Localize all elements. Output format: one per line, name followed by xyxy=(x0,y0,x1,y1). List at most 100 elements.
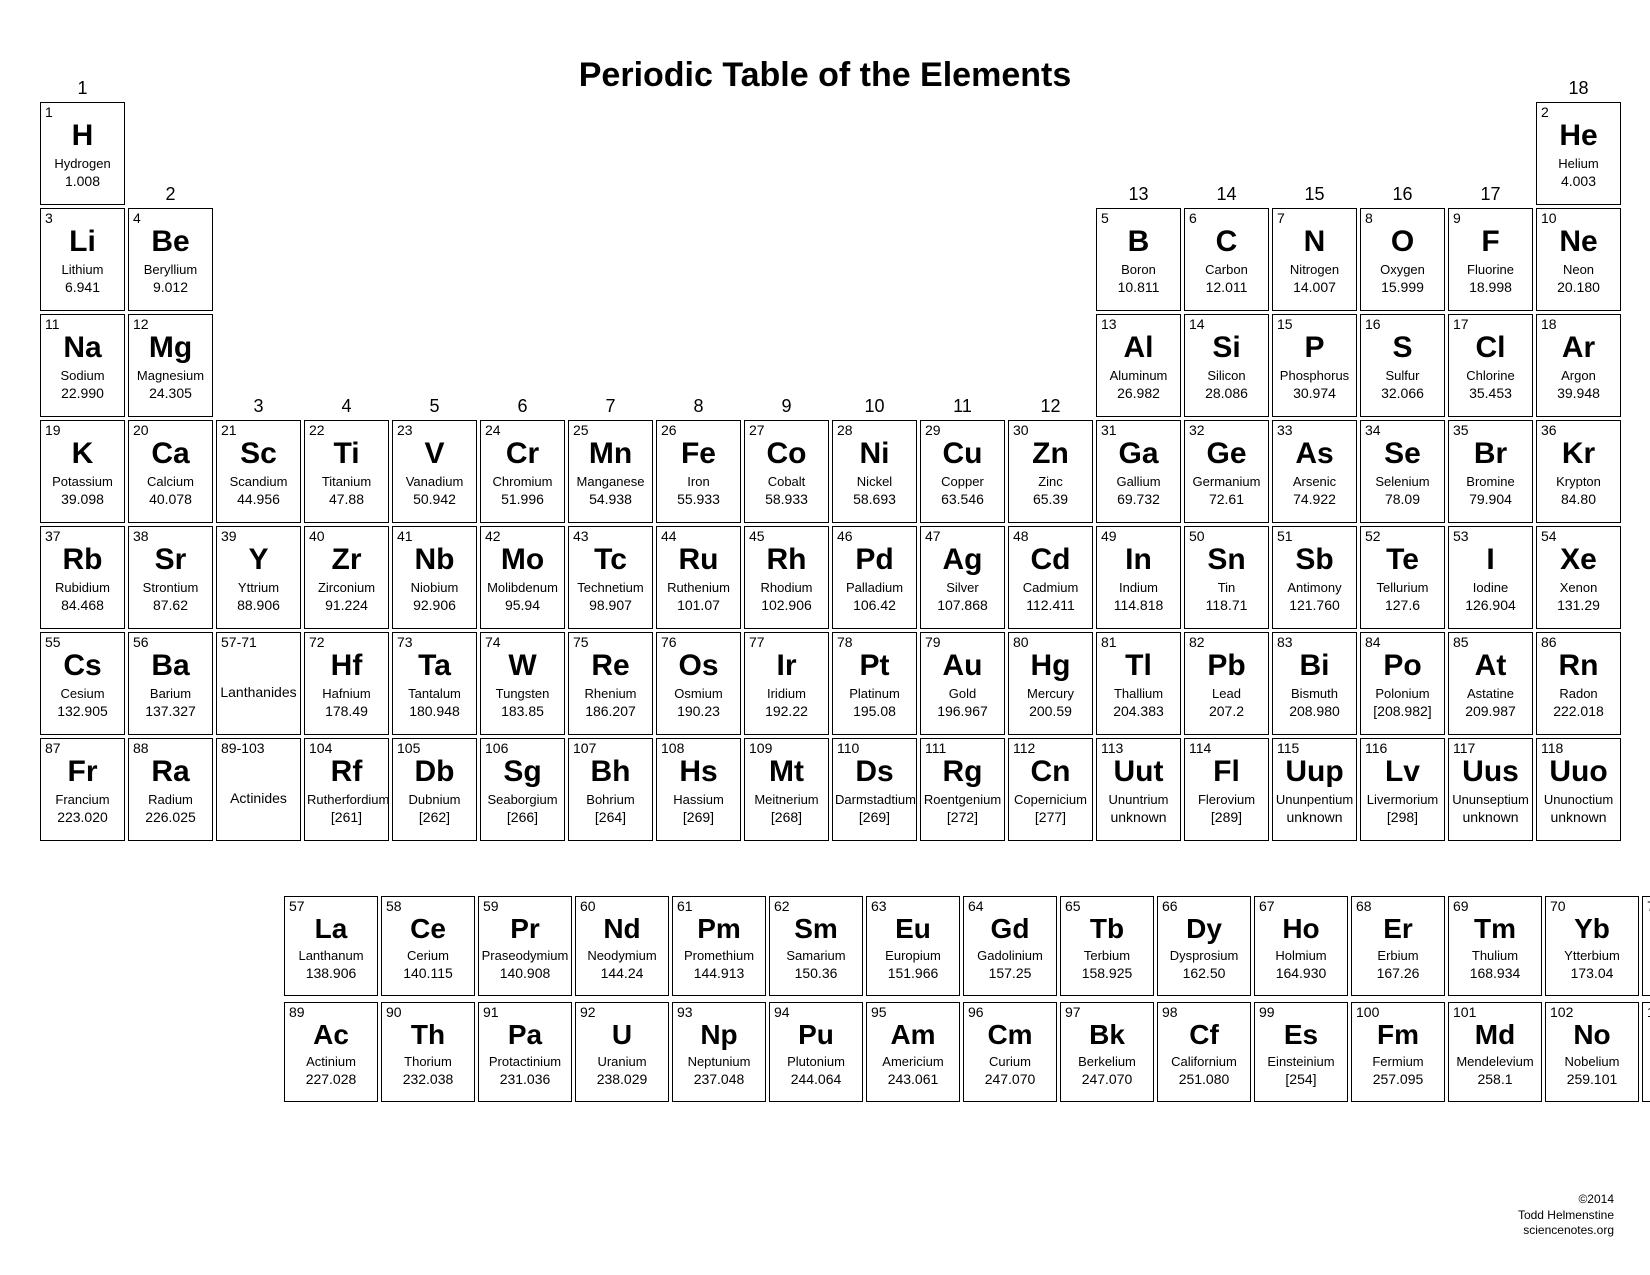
atomic-mass: 79.904 xyxy=(1451,492,1530,506)
element-name: Palladium xyxy=(835,581,914,594)
element-name: Copper xyxy=(923,475,1002,488)
element-name: Tellurium xyxy=(1363,581,1442,594)
element-cell: 69TmThulium168.934 xyxy=(1448,896,1542,996)
group-label: 15 xyxy=(1272,184,1357,205)
element-cell: 90ThThorium232.038 xyxy=(381,1002,475,1102)
element-cell: 47AgSilver107.868 xyxy=(920,526,1005,629)
element-cell: 42MoMolibdenum95.94 xyxy=(480,526,565,629)
atomic-mass: 186.207 xyxy=(571,704,650,718)
atomic-mass: [254] xyxy=(1257,1072,1345,1086)
element-cell: 71LuLutetium174.967 xyxy=(1642,896,1650,996)
atomic-mass: 247.070 xyxy=(1063,1072,1151,1086)
element-symbol: Be xyxy=(131,227,210,257)
element-cell: 48CdCadmium112.411 xyxy=(1008,526,1093,629)
element-name: Astatine xyxy=(1451,687,1530,700)
atomic-number: 25 xyxy=(571,422,650,437)
group-label: 8 xyxy=(656,396,741,417)
element-name: Chlorine xyxy=(1451,369,1530,382)
element-cell: 8OOxygen15.999 xyxy=(1360,208,1445,311)
atomic-mass: 209.987 xyxy=(1451,704,1530,718)
group-label: 3 xyxy=(216,396,301,417)
element-name: Lead xyxy=(1187,687,1266,700)
atomic-mass: 40.078 xyxy=(131,492,210,506)
atomic-number: 37 xyxy=(43,528,122,543)
element-cell: 106SgSeaborgium[266] xyxy=(480,738,565,841)
atomic-number: 11 xyxy=(43,316,122,331)
atomic-number: 71 xyxy=(1645,898,1650,913)
atomic-mass: 54.938 xyxy=(571,492,650,506)
atomic-mass: 91.224 xyxy=(307,598,386,612)
element-symbol: Lr xyxy=(1645,1021,1650,1049)
element-name: Silver xyxy=(923,581,1002,594)
atomic-number: 74 xyxy=(483,634,562,649)
atomic-mass: 164.930 xyxy=(1257,966,1345,980)
element-name: Seaborgium xyxy=(483,793,562,806)
atomic-mass: 24.305 xyxy=(131,386,210,400)
element-cell: 26FeIron55.933 xyxy=(656,420,741,523)
element-cell: 40 Zr Zirconium 91.224 xyxy=(304,526,389,629)
element-cell: 92UUranium238.029 xyxy=(575,1002,669,1102)
element-cell: 98CfCalifornium251.080 xyxy=(1157,1002,1251,1102)
element-name: Zirconium xyxy=(307,581,386,594)
element-symbol: Cr xyxy=(483,439,562,469)
element-name: Ununpentium xyxy=(1275,793,1354,806)
element-cell: 55CsCesium132.905 xyxy=(40,632,125,735)
element-cell: 110DsDarmstadtium[269] xyxy=(832,738,917,841)
atomic-mass: 14.007 xyxy=(1275,280,1354,294)
element-symbol: Cf xyxy=(1160,1021,1248,1049)
element-symbol: Hf xyxy=(307,651,386,681)
element-symbol: Rn xyxy=(1539,651,1618,681)
atomic-number: 75 xyxy=(571,634,650,649)
element-name: Tantalum xyxy=(395,687,474,700)
atomic-mass: 132.905 xyxy=(43,704,122,718)
atomic-number: 90 xyxy=(384,1004,472,1019)
element-name: Actinium xyxy=(287,1055,375,1068)
atomic-mass: 84.80 xyxy=(1539,492,1618,506)
element-symbol: At xyxy=(1451,651,1530,681)
atomic-mass: 6.941 xyxy=(43,280,122,294)
element-name: Ytterbium xyxy=(1548,949,1636,962)
element-cell: 19KPotassium39.098 xyxy=(40,420,125,523)
element-cell: 117UusUnunseptiumunknown xyxy=(1448,738,1533,841)
element-symbol: Al xyxy=(1099,333,1178,363)
element-name: Mercury xyxy=(1011,687,1090,700)
element-cell: 113UutUnuntriumunknown xyxy=(1096,738,1181,841)
group-label: 6 xyxy=(480,396,565,417)
element-symbol: Rh xyxy=(747,545,826,575)
atomic-number: 70 xyxy=(1548,898,1636,913)
element-symbol: Cd xyxy=(1011,545,1090,575)
element-cell: 77IrIridium192.22 xyxy=(744,632,829,735)
element-name: Promethium xyxy=(675,949,763,962)
element-name: Gallium xyxy=(1099,475,1178,488)
element-symbol: W xyxy=(483,651,562,681)
atomic-mass: [262] xyxy=(395,810,474,824)
element-symbol: I xyxy=(1451,545,1530,575)
atomic-number: 40 xyxy=(307,528,386,543)
credit-block: ©2014 Todd Helmenstine sciencenotes.org xyxy=(1518,1192,1614,1239)
atomic-number: 30 xyxy=(1011,422,1090,437)
atomic-mass: 226.025 xyxy=(131,810,210,824)
atomic-number: 23 xyxy=(395,422,474,437)
element-symbol: Zr xyxy=(307,545,386,575)
element-cell: 65TbTerbium158.925 xyxy=(1060,896,1154,996)
element-name: Scandium xyxy=(219,475,298,488)
element-cell: 14SiSilicon28.086 xyxy=(1184,314,1269,417)
element-name: Fluorine xyxy=(1451,263,1530,276)
element-cell: 67HoHolmium164.930 xyxy=(1254,896,1348,996)
element-cell: 33AsArsenic74.922 xyxy=(1272,420,1357,523)
element-name: Strontium xyxy=(131,581,210,594)
atomic-number: 19 xyxy=(43,422,122,437)
atomic-number: 53 xyxy=(1451,528,1530,543)
element-symbol: Ba xyxy=(131,651,210,681)
element-name: Arsenic xyxy=(1275,475,1354,488)
element-symbol: Ne xyxy=(1539,227,1618,257)
element-name: Tin xyxy=(1187,581,1266,594)
element-symbol: O xyxy=(1363,227,1442,257)
element-cell: 18ArArgon39.948 xyxy=(1536,314,1621,417)
atomic-mass: 167.26 xyxy=(1354,966,1442,980)
atomic-mass: 44.956 xyxy=(219,492,298,506)
element-symbol: Co xyxy=(747,439,826,469)
element-cell: 45RhRhodium102.906 xyxy=(744,526,829,629)
atomic-number: 10 xyxy=(1539,210,1618,225)
element-symbol: Rb xyxy=(43,545,122,575)
